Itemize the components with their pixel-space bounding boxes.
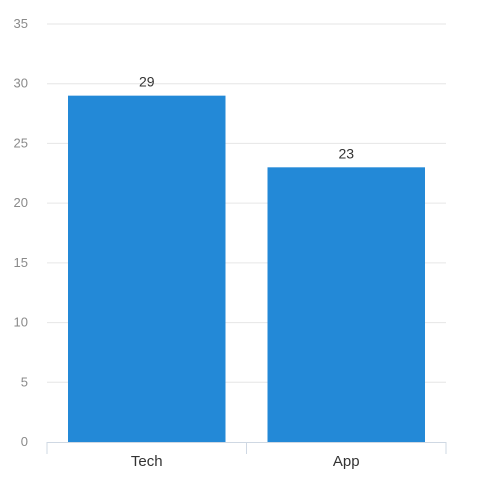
y-tick-label: 10 [14,315,28,330]
y-tick-label: 20 [14,195,28,210]
bar-tech [68,95,226,443]
bars [68,95,425,443]
data-label: 23 [338,145,354,161]
x-tick-label: Tech [131,453,163,470]
x-tick-label: App [333,453,360,470]
y-tick-label: 35 [14,16,28,31]
data-labels: 29 23 [139,74,354,162]
y-axis-ticks: 0 5 10 15 20 25 30 35 [14,16,28,449]
x-axis [46,442,447,454]
y-tick-label: 25 [14,135,28,150]
y-tick-label: 0 [21,434,28,449]
y-tick-label: 5 [21,374,28,389]
bar-app [267,167,425,443]
y-tick-label: 15 [14,255,28,270]
x-axis-ticks: Tech App [131,453,360,470]
data-label: 29 [139,74,155,90]
y-tick-label: 30 [14,76,28,91]
